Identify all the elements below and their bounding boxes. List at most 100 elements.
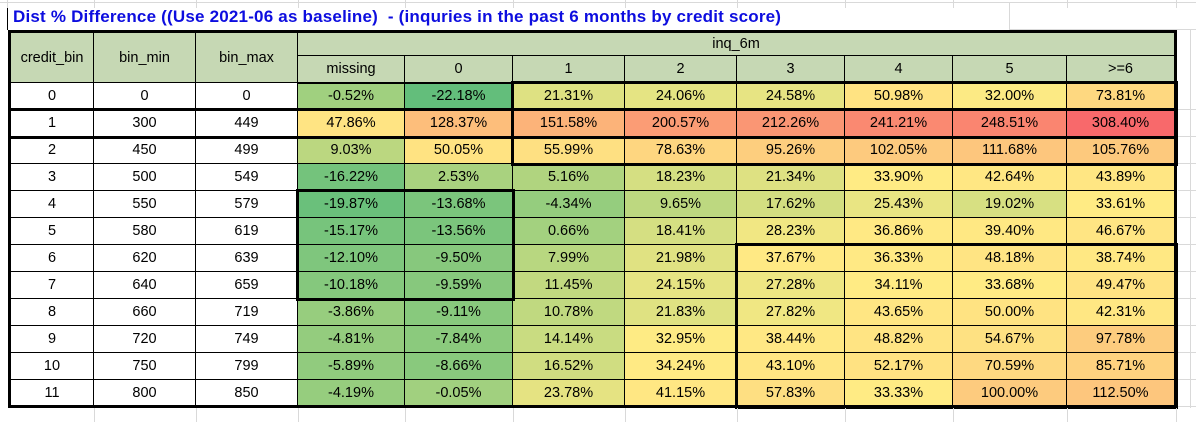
- heat-cell[interactable]: 14.14%: [512, 325, 625, 353]
- cell-credit-bin[interactable]: 2: [9, 136, 94, 164]
- heat-cell[interactable]: 43.89%: [1066, 163, 1176, 191]
- col-header-0[interactable]: 0: [404, 55, 513, 84]
- cell-credit-bin[interactable]: 8: [9, 298, 94, 326]
- cell-bin-min[interactable]: 620: [93, 244, 196, 272]
- heat-cell[interactable]: 55.99%: [512, 136, 625, 164]
- heat-cell[interactable]: -5.89%: [297, 352, 405, 380]
- heat-cell[interactable]: 2.53%: [404, 163, 513, 191]
- heat-cell[interactable]: 24.58%: [736, 82, 845, 110]
- cell-bin-max[interactable]: 719: [195, 298, 298, 326]
- heat-cell[interactable]: -13.68%: [404, 190, 513, 218]
- heat-cell[interactable]: 33.90%: [844, 163, 953, 191]
- heat-cell[interactable]: 95.26%: [736, 136, 845, 164]
- col-header-1[interactable]: 1: [512, 55, 625, 84]
- col-header-ge6[interactable]: >=6: [1066, 55, 1176, 84]
- heat-cell[interactable]: 47.86%: [297, 109, 405, 137]
- heat-cell[interactable]: 21.31%: [512, 82, 625, 110]
- heat-cell[interactable]: 42.64%: [952, 163, 1067, 191]
- heat-cell[interactable]: 28.23%: [736, 217, 845, 245]
- heat-cell[interactable]: -9.11%: [404, 298, 513, 326]
- col-header-2[interactable]: 2: [624, 55, 737, 84]
- heat-cell[interactable]: 16.52%: [512, 352, 625, 380]
- cell-bin-max[interactable]: 579: [195, 190, 298, 218]
- heat-cell[interactable]: 32.95%: [624, 325, 737, 353]
- heat-cell[interactable]: 27.82%: [736, 298, 845, 326]
- heat-cell[interactable]: 200.57%: [624, 109, 737, 137]
- heat-cell[interactable]: 241.21%: [844, 109, 953, 137]
- heat-cell[interactable]: 34.24%: [624, 352, 737, 380]
- cell-bin-min[interactable]: 660: [93, 298, 196, 326]
- cell-credit-bin[interactable]: 1: [9, 109, 94, 137]
- col-header-credit-bin[interactable]: credit_bin: [9, 31, 94, 83]
- heat-cell[interactable]: 128.37%: [404, 109, 513, 137]
- heat-cell[interactable]: 24.06%: [624, 82, 737, 110]
- heat-cell[interactable]: 97.78%: [1066, 325, 1176, 353]
- cell-bin-min[interactable]: 300: [93, 109, 196, 137]
- col-header-4[interactable]: 4: [844, 55, 953, 84]
- heat-cell[interactable]: 18.41%: [624, 217, 737, 245]
- cell-credit-bin[interactable]: 9: [9, 325, 94, 353]
- heat-cell[interactable]: 50.98%: [844, 82, 953, 110]
- heat-cell[interactable]: 43.10%: [736, 352, 845, 380]
- group-header-inq-6m[interactable]: inq_6m: [297, 31, 1176, 56]
- heat-cell[interactable]: 112.50%: [1066, 379, 1176, 407]
- heat-cell[interactable]: 23.78%: [512, 379, 625, 407]
- heat-cell[interactable]: 17.62%: [736, 190, 845, 218]
- heat-cell[interactable]: 248.51%: [952, 109, 1067, 137]
- cell-bin-min[interactable]: 550: [93, 190, 196, 218]
- heat-cell[interactable]: 49.47%: [1066, 271, 1176, 299]
- heat-cell[interactable]: 19.02%: [952, 190, 1067, 218]
- heat-cell[interactable]: -7.84%: [404, 325, 513, 353]
- heat-cell[interactable]: -3.86%: [297, 298, 405, 326]
- cell-credit-bin[interactable]: 3: [9, 163, 94, 191]
- heat-cell[interactable]: 212.26%: [736, 109, 845, 137]
- col-header-bin-max[interactable]: bin_max: [195, 31, 298, 83]
- heat-cell[interactable]: 7.99%: [512, 244, 625, 272]
- heat-cell[interactable]: 18.23%: [624, 163, 737, 191]
- heat-cell[interactable]: 85.71%: [1066, 352, 1176, 380]
- cell-credit-bin[interactable]: 0: [9, 82, 94, 110]
- heat-cell[interactable]: -8.66%: [404, 352, 513, 380]
- heat-cell[interactable]: 151.58%: [512, 109, 625, 137]
- col-header-missing[interactable]: missing: [297, 55, 405, 84]
- heat-cell[interactable]: 21.98%: [624, 244, 737, 272]
- heat-cell[interactable]: 38.44%: [736, 325, 845, 353]
- heat-cell[interactable]: 42.31%: [1066, 298, 1176, 326]
- cell-bin-max[interactable]: 659: [195, 271, 298, 299]
- cell-credit-bin[interactable]: 5: [9, 217, 94, 245]
- heat-cell[interactable]: 41.15%: [624, 379, 737, 407]
- cell-credit-bin[interactable]: 11: [9, 379, 94, 407]
- heat-cell[interactable]: 50.00%: [952, 298, 1067, 326]
- heat-cell[interactable]: 46.67%: [1066, 217, 1176, 245]
- heat-cell[interactable]: -0.52%: [297, 82, 405, 110]
- heat-cell[interactable]: 9.65%: [624, 190, 737, 218]
- heat-cell[interactable]: -9.59%: [404, 271, 513, 299]
- heat-cell[interactable]: 48.82%: [844, 325, 953, 353]
- heat-cell[interactable]: 105.76%: [1066, 136, 1176, 164]
- heat-cell[interactable]: -15.17%: [297, 217, 405, 245]
- heat-cell[interactable]: 5.16%: [512, 163, 625, 191]
- heat-cell[interactable]: -4.19%: [297, 379, 405, 407]
- heat-cell[interactable]: -12.10%: [297, 244, 405, 272]
- heat-cell[interactable]: -16.22%: [297, 163, 405, 191]
- heat-cell[interactable]: 36.86%: [844, 217, 953, 245]
- cell-credit-bin[interactable]: 10: [9, 352, 94, 380]
- cell-bin-min[interactable]: 750: [93, 352, 196, 380]
- heat-cell[interactable]: 52.17%: [844, 352, 953, 380]
- col-header-bin-min[interactable]: bin_min: [93, 31, 196, 83]
- heat-cell[interactable]: -22.18%: [404, 82, 513, 110]
- heat-cell[interactable]: 54.67%: [952, 325, 1067, 353]
- heat-cell[interactable]: 70.59%: [952, 352, 1067, 380]
- heat-cell[interactable]: 48.18%: [952, 244, 1067, 272]
- cell-credit-bin[interactable]: 4: [9, 190, 94, 218]
- cell-credit-bin[interactable]: 6: [9, 244, 94, 272]
- heat-cell[interactable]: 78.63%: [624, 136, 737, 164]
- heat-cell[interactable]: 57.83%: [736, 379, 845, 407]
- cell-bin-max[interactable]: 449: [195, 109, 298, 137]
- cell-bin-max[interactable]: 799: [195, 352, 298, 380]
- heat-cell[interactable]: 100.00%: [952, 379, 1067, 407]
- heat-cell[interactable]: 33.33%: [844, 379, 953, 407]
- heat-cell[interactable]: 24.15%: [624, 271, 737, 299]
- heat-cell[interactable]: 21.34%: [736, 163, 845, 191]
- heat-cell[interactable]: 27.28%: [736, 271, 845, 299]
